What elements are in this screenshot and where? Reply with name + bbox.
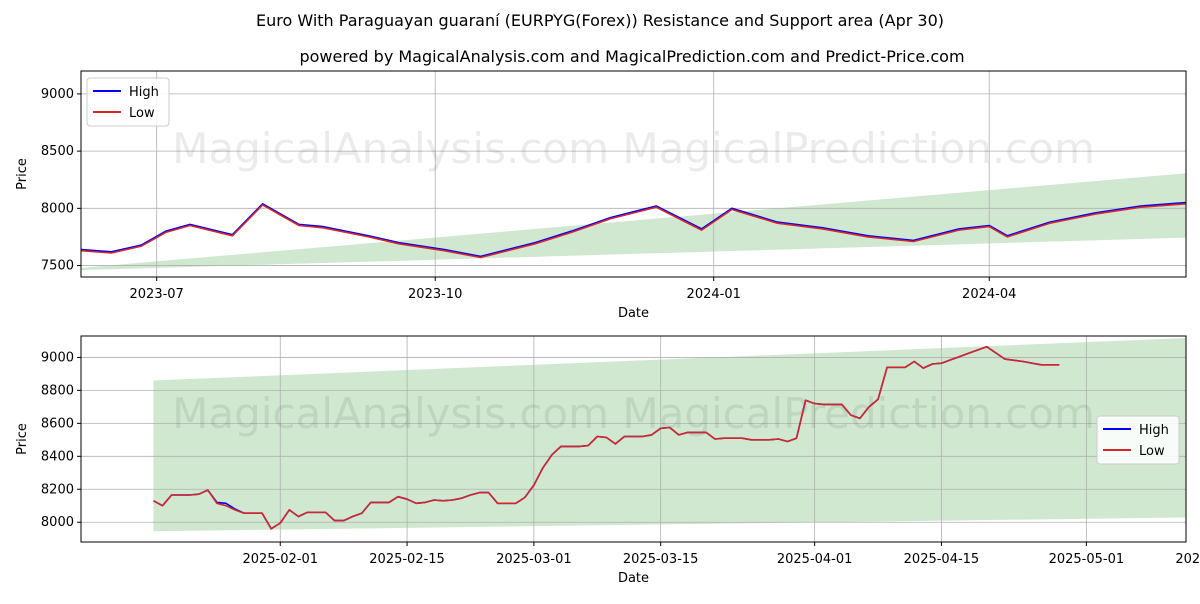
bottom-watermark: MagicalAnalysis.com MagicalPrediction.co… — [172, 389, 1095, 438]
bottom-panel: MagicalAnalysis.com MagicalPrediction.co… — [15, 335, 1200, 586]
top-series-line-low — [81, 203, 1186, 259]
top-legend: High Low — [86, 77, 170, 127]
bottom-x-tick-label: 2025-03-01 — [496, 552, 572, 567]
top-x-axis-label: Date — [618, 306, 649, 321]
top-x-tick-label: 2023-07 — [130, 287, 184, 302]
top-plot-area: MagicalAnalysis.com MagicalPrediction.co… — [81, 71, 1186, 277]
top-y-tick-label: 7500 — [41, 259, 74, 274]
bottom-support-resistance-band — [153, 338, 1186, 532]
bottom-legend-label-low: Low — [1139, 444, 1165, 459]
bottom-y-tick-label: 8200 — [41, 482, 74, 497]
bottom-axes-frame — [80, 335, 1187, 543]
bottom-legend-label-high: High — [1139, 423, 1169, 438]
bottom-y-tick-label: 8000 — [41, 515, 74, 530]
bottom-y-tick-label: 8400 — [41, 449, 74, 464]
bottom-series-line-low — [153, 345, 1060, 530]
bottom-y-tick-label: 8600 — [41, 416, 74, 431]
bottom-x-tick-label: 2025-04-15 — [904, 552, 980, 567]
bottom-x-tick-label: 2025-04-01 — [777, 552, 853, 567]
top-y-axis-label: Price — [15, 158, 30, 190]
top-y-tick-label: 8000 — [41, 201, 74, 216]
bottom-y-axis-label: Price — [15, 423, 30, 455]
chart-title: Euro With Paraguayan guaraní (EURPYG(For… — [256, 11, 944, 30]
bottom-x-tick-label: 2025-02-15 — [369, 552, 445, 567]
top-y-tick-label: 9000 — [41, 87, 74, 102]
bottom-plot-area: MagicalAnalysis.com MagicalPrediction.co… — [81, 336, 1186, 542]
top-x-tick-label: 2024-04 — [962, 287, 1016, 302]
top-panel: MagicalAnalysis.com MagicalPrediction.co… — [15, 70, 1187, 321]
bottom-x-tick-label: 2025-02-01 — [242, 552, 318, 567]
top-support-resistance-band — [81, 173, 1186, 271]
bottom-x-tick-label: 2025-03-15 — [623, 552, 699, 567]
bottom-y-tick-label: 9000 — [41, 350, 74, 365]
bottom-y-tick-label: 8800 — [41, 383, 74, 398]
bottom-legend: High Low — [1096, 415, 1180, 465]
top-legend-label-low: Low — [129, 106, 155, 121]
top-series-line-high — [81, 201, 1186, 258]
top-legend-label-high: High — [129, 85, 159, 100]
bottom-x-tick-label: 2025-05-01 — [1049, 552, 1125, 567]
bottom-x-axis-label: Date — [618, 571, 649, 586]
bottom-x-tick-label: 2025-05-15 — [1175, 552, 1200, 567]
chart-subtitle: powered by MagicalAnalysis.com and Magic… — [299, 47, 964, 66]
top-y-tick-label: 8500 — [41, 144, 74, 159]
top-axes-frame — [80, 70, 1187, 278]
top-watermark: MagicalAnalysis.com MagicalPrediction.co… — [172, 124, 1095, 173]
top-x-tick-label: 2024-01 — [687, 287, 741, 302]
top-x-tick-label: 2023-10 — [408, 287, 462, 302]
